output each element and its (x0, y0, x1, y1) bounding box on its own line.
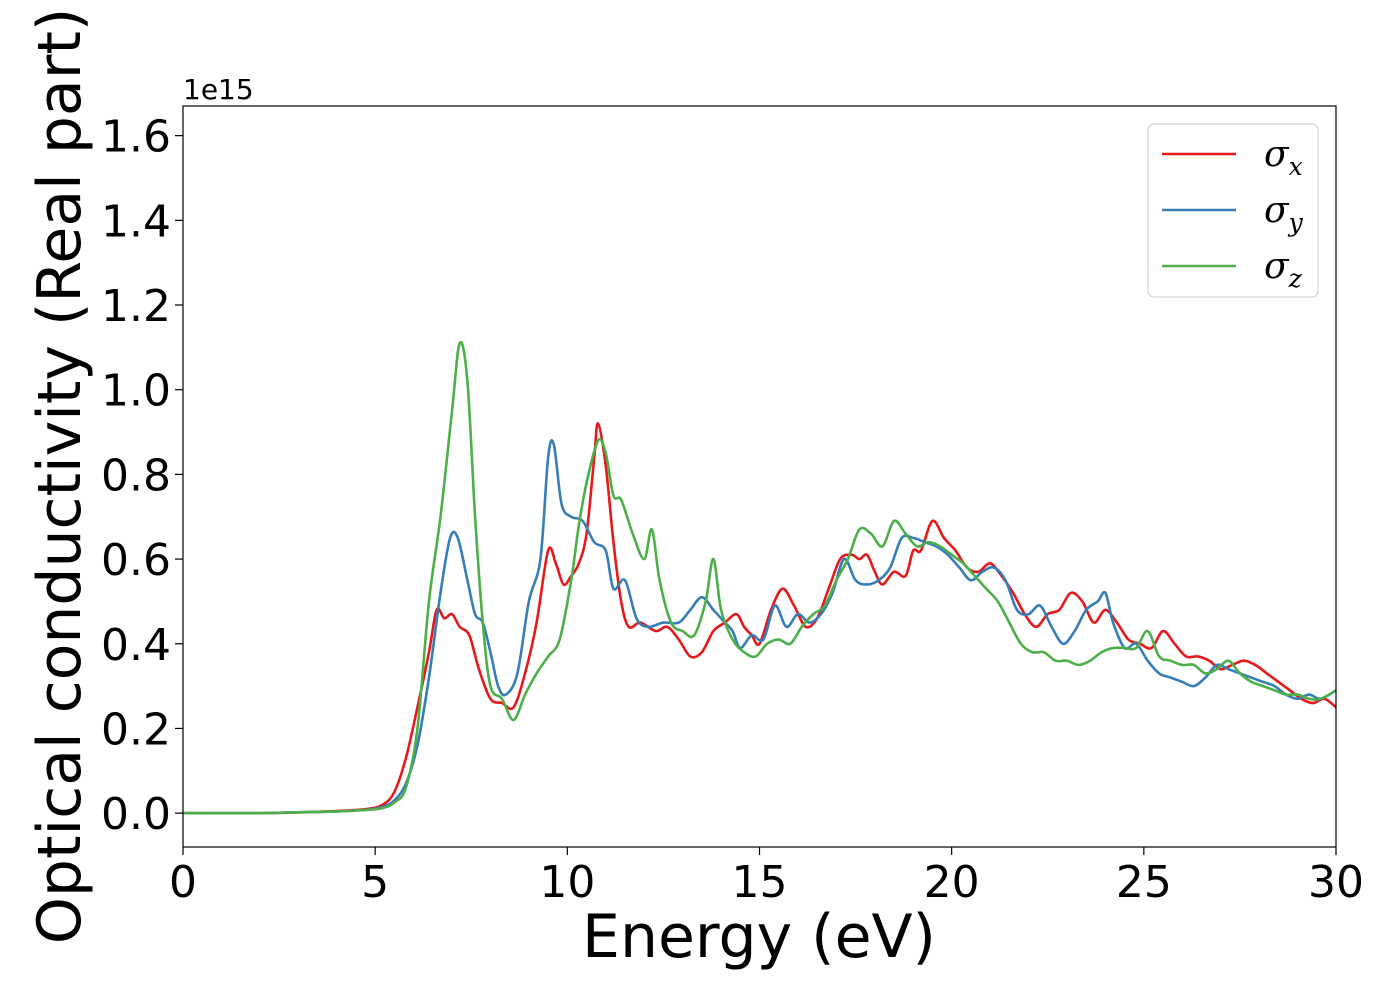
x-tick-label: 25 (1116, 857, 1172, 908)
y-tick-label: 0.6 (101, 535, 171, 586)
x-tick-label: 30 (1308, 857, 1364, 908)
y-tick-label: 1.2 (101, 281, 171, 332)
y-tick-label: 0.0 (101, 789, 171, 840)
y-tick-label: 0.2 (101, 704, 171, 755)
y-offset-text: 1e15 (183, 73, 254, 106)
series-line-z (183, 340, 1336, 815)
y-tick-label: 1.0 (101, 366, 171, 417)
series-layer (183, 340, 1336, 815)
x-tick-label: 0 (169, 857, 197, 908)
plot-background (183, 106, 1336, 847)
x-tick-label: 15 (732, 857, 788, 908)
x-tick-label: 20 (924, 857, 980, 908)
y-axis-label: Optical conductivity (Real part) (25, 8, 95, 945)
y-tick-label: 1.4 (101, 196, 171, 247)
y-axis-ticks: 0.0 0.2 0.4 0.6 0.8 1.0 1.2 1.4 1.6 (101, 112, 183, 840)
y-tick-label: 0.8 (101, 450, 171, 501)
legend-label-y: σy (1264, 190, 1304, 237)
y-tick-label: 0.4 (101, 620, 171, 671)
x-axis-label: Energy (eV) (582, 902, 936, 972)
x-tick-label: 5 (361, 857, 389, 908)
x-axis-ticks: 0 5 10 15 20 25 30 (169, 847, 1364, 908)
y-tick-label: 1.6 (101, 112, 171, 163)
x-tick-label: 10 (539, 857, 595, 908)
